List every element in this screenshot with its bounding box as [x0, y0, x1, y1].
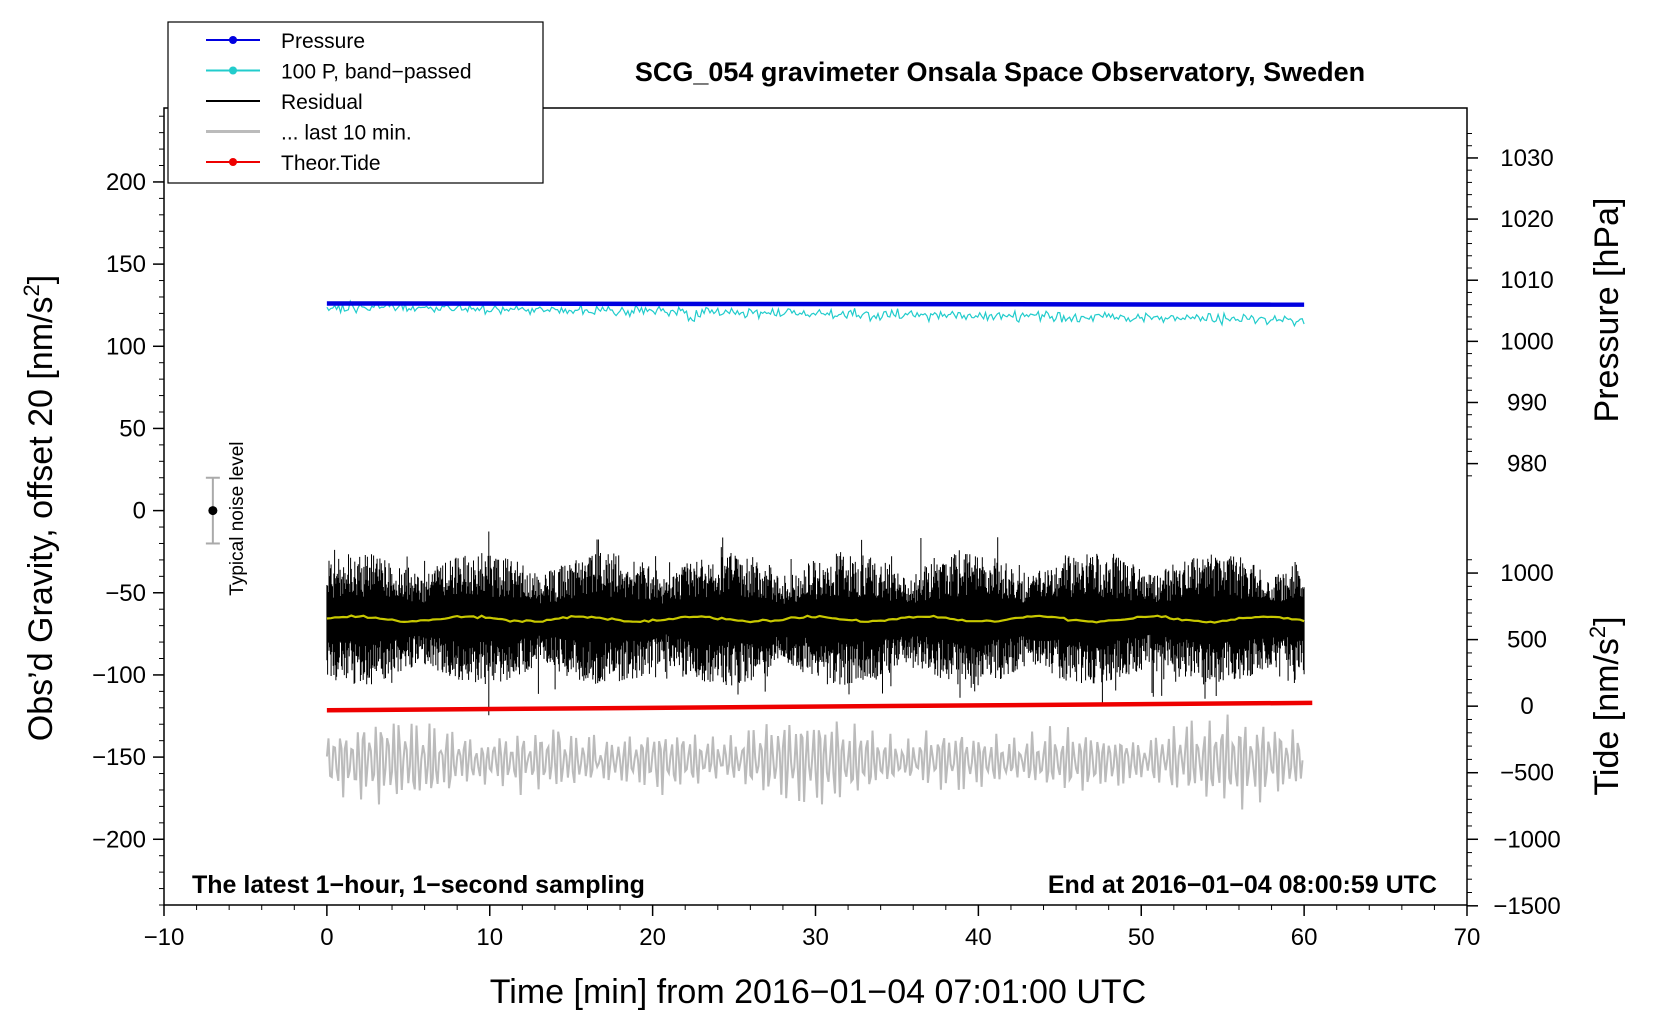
tide-tick-label: 500: [1507, 627, 1547, 654]
y-left-tick-label: −150: [92, 744, 146, 771]
legend-swatch-marker: [229, 158, 237, 166]
noise-dot: [208, 506, 218, 516]
pressure-tick-label: 1010: [1500, 267, 1553, 294]
chart-title: SCG_054 gravimeter Onsala Space Observat…: [635, 57, 1365, 87]
legend-swatch-marker: [229, 66, 237, 75]
y-left-tick-label: −50: [105, 580, 146, 607]
x-tick-label: −10: [144, 924, 185, 951]
legend-label: 100 P, band−passed: [281, 61, 472, 84]
y-left-tick-label: −100: [92, 662, 146, 689]
x-tick-label: 70: [1454, 924, 1481, 951]
legend-label: ... last 10 min.: [281, 122, 412, 145]
pressure-tick-label: 990: [1507, 389, 1547, 416]
x-tick-label: 20: [639, 924, 666, 951]
residual-smoothed-line: [326, 614, 1305, 624]
legend-label: Residual: [281, 91, 363, 114]
noise-label: Typical noise level: [227, 442, 248, 596]
x-tick-label: 60: [1291, 924, 1318, 951]
legend-label: Theor.Tide: [281, 152, 381, 175]
x-tick-label: 30: [802, 924, 829, 951]
axis-layer: −10 0 10 20 30 40 50 60 70−200−150−100−500501001…: [92, 107, 1561, 951]
legend-label: Pressure: [281, 30, 365, 53]
legend-box: [167, 21, 544, 184]
pressure-tick-label: 980: [1507, 451, 1547, 478]
pressure-line: [326, 301, 1305, 307]
y-left-tick-label: 100: [106, 333, 146, 360]
series-layer: [325, 299, 1313, 810]
x-axis-title: Time [min] from 2016−01−04 07:01:00 UTC: [490, 973, 1146, 1011]
band-passed-pressure-line: [326, 299, 1305, 328]
tide-line: [326, 700, 1313, 713]
tide-tick-label: −1000: [1493, 826, 1560, 853]
noise-level-indicator: Typical noise level: [205, 442, 248, 596]
tide-tick-label: 0: [1520, 693, 1533, 720]
pressure-tick-label: 1020: [1500, 206, 1553, 233]
legend: Pressure 100 P, band−passed Residual ... la…: [167, 21, 544, 184]
y-left-tick-label: 200: [106, 169, 146, 196]
x-tick-label: 40: [965, 924, 992, 951]
pressure-tick-label: 1000: [1500, 328, 1553, 355]
end-time-annotation: End at 2016−01−04 08:00:59 UTC: [1048, 871, 1437, 899]
x-tick-label: 50: [1128, 924, 1155, 951]
y-axis-title-tide: Tide [nm/s2]: [1585, 616, 1626, 795]
y-left-tick-label: −200: [92, 826, 146, 853]
y-left-tick-label: 0: [133, 498, 146, 525]
tide-tick-label: 1000: [1500, 560, 1553, 587]
x-tick-label: 0: [320, 924, 333, 951]
y-axis-title-pressure: Pressure [hPa]: [1588, 198, 1626, 423]
legend-swatch-marker: [229, 36, 237, 44]
last-10-min-line: [325, 714, 1304, 810]
tide-tick-label: −500: [1500, 760, 1554, 787]
tide-tick-label: −1500: [1493, 893, 1560, 920]
pressure-tick-label: 1030: [1500, 145, 1553, 172]
x-tick-label: 10: [476, 924, 503, 951]
y-left-tick-label: 150: [106, 251, 146, 278]
y-axis-title-gravity: Obs’d Gravity, offset 20 [nm/s2]: [19, 275, 60, 741]
y-left-tick-label: 50: [119, 415, 146, 442]
sampling-annotation: The latest 1−hour, 1−second sampling: [192, 871, 645, 899]
